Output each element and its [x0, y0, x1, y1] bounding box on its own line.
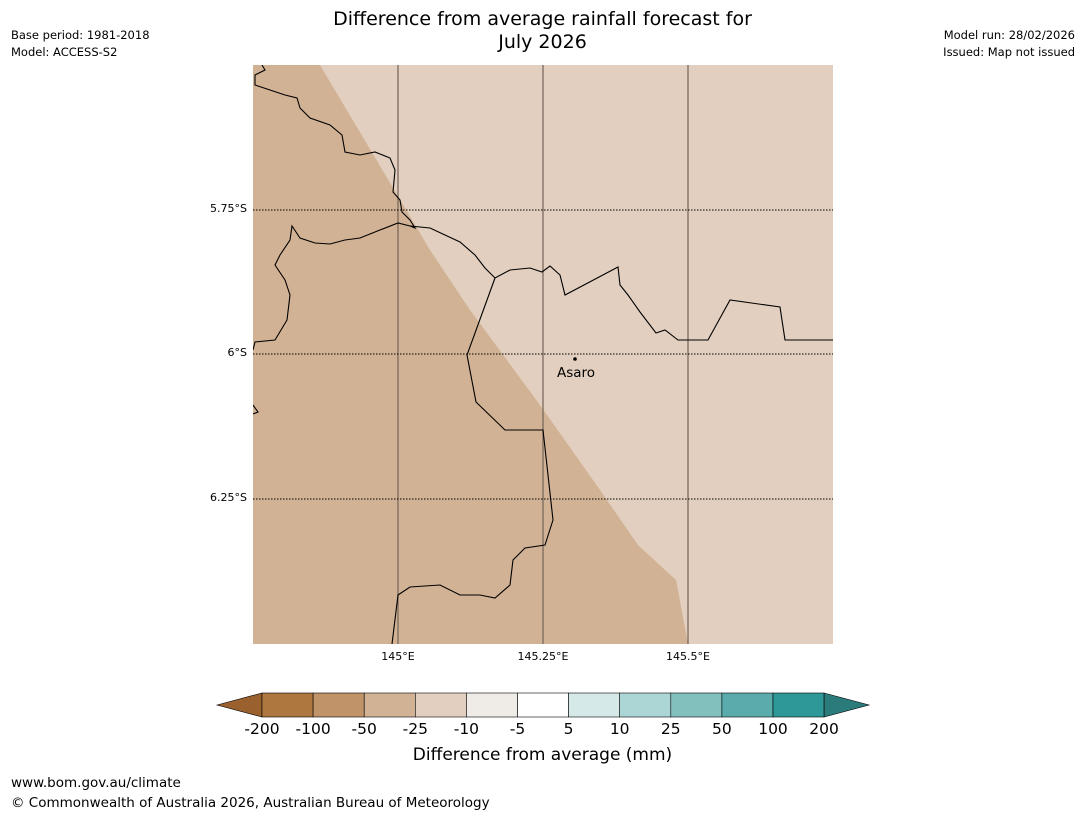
coastline	[253, 65, 417, 351]
colorbar-bin	[619, 692, 672, 718]
parallels	[253, 209, 833, 500]
lon-label: 145.25°E	[517, 650, 569, 663]
colorbar-extend-high	[823, 692, 871, 718]
lon-label: 145.5°E	[666, 650, 710, 663]
colorbar-bin	[415, 692, 467, 718]
colorbar-tick: 5	[563, 720, 574, 738]
colorbar-tick: 50	[712, 720, 732, 738]
lon-label: 145°E	[381, 650, 415, 663]
colorbar-tick: -10	[453, 720, 480, 738]
colorbar-tick: 25	[660, 720, 681, 738]
colorbar	[215, 692, 871, 718]
colorbar-tick: -5	[509, 720, 526, 738]
colorbar-tick: 200	[809, 720, 839, 738]
lat-label: 5.75°S	[210, 202, 247, 215]
lat-label: 6°S	[227, 346, 247, 359]
colorbar-label: Difference from average (mm)	[412, 745, 673, 765]
model-run: Model run: 28/02/2026	[943, 28, 1075, 42]
border-north	[409, 225, 833, 341]
colorbar-bin	[568, 692, 621, 718]
place-label-asaro: Asaro	[557, 365, 596, 381]
colorbar-extend-low	[215, 692, 263, 718]
colorbar-bin	[261, 692, 314, 718]
issued-status: Issued: Map not issued	[943, 45, 1075, 59]
borders	[253, 65, 833, 644]
model-name: Model: ACCESS-S2	[11, 45, 118, 59]
colorbar-tick: -100	[295, 720, 331, 738]
colorbar-tick: 100	[758, 720, 788, 738]
footer-copyright: © Commonwealth of Australia 2026, Austra…	[11, 795, 490, 811]
colorbar-bin	[466, 692, 518, 718]
province-border	[391, 277, 554, 644]
map-canvas	[253, 65, 833, 644]
colorbar-tick: -200	[244, 720, 280, 738]
run-info: Model run: 28/02/2026 Issued: Map not is…	[943, 27, 1075, 61]
colorbar-bin	[721, 692, 774, 718]
asaro-marker	[573, 357, 577, 361]
border-fragment	[253, 404, 259, 415]
colorbar-tick: -25	[402, 720, 428, 738]
footer-url[interactable]: www.bom.gov.au/climate	[11, 775, 181, 791]
colorbar-bin	[312, 692, 365, 718]
colorbar-bin	[363, 692, 416, 718]
colorbar-bin	[670, 692, 723, 718]
model-info: Base period: 1981-2018 Model: ACCESS-S2	[11, 27, 150, 61]
map-title: Difference from average rainfall forecas…	[200, 8, 885, 54]
base-period: Base period: 1981-2018	[11, 28, 150, 42]
lat-label: 6.25°S	[210, 491, 247, 504]
colorbar-tick: -50	[351, 720, 377, 738]
colorbar-bin	[772, 692, 825, 718]
colorbar-bin	[517, 692, 569, 718]
colorbar-tick: 10	[609, 720, 630, 738]
title-line-1: Difference from average rainfall forecas…	[333, 8, 752, 30]
title-line-2: July 2026	[498, 31, 587, 53]
